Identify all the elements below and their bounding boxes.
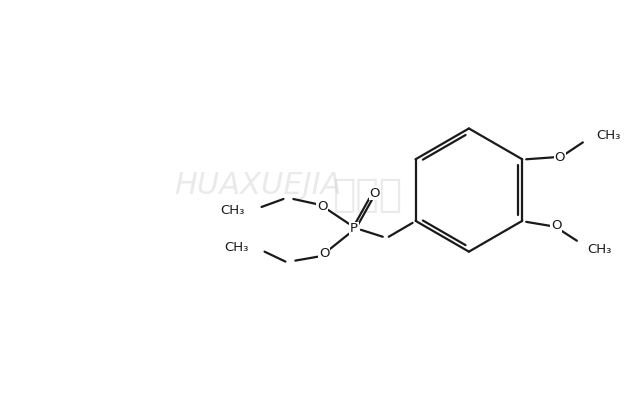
Text: HUAXUEJIA: HUAXUEJIA (175, 170, 342, 200)
Text: O: O (555, 151, 565, 164)
Text: O: O (551, 219, 561, 232)
Text: CH₃: CH₃ (596, 129, 620, 142)
Text: O: O (317, 200, 328, 214)
Text: CH₃: CH₃ (587, 243, 611, 256)
Text: CH₃: CH₃ (220, 204, 245, 218)
Text: CH₃: CH₃ (224, 241, 248, 254)
Text: 化学加: 化学加 (333, 176, 402, 214)
Text: O: O (369, 186, 380, 200)
Text: O: O (319, 247, 329, 260)
Text: P: P (350, 222, 358, 235)
